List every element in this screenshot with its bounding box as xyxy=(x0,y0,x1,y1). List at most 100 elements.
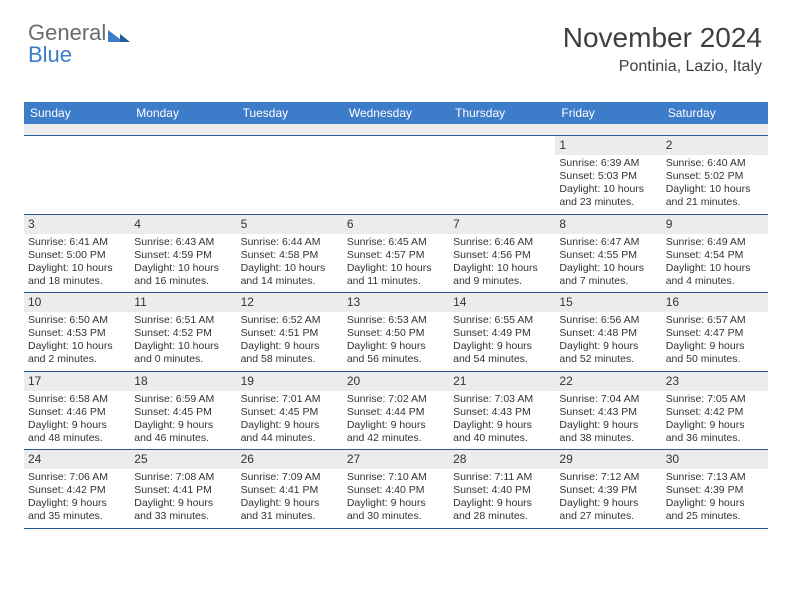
daylight-text: Daylight: 9 hours and 38 minutes. xyxy=(559,419,657,445)
daylight-text: Daylight: 10 hours and 2 minutes. xyxy=(28,340,126,366)
calendar-cell: 1Sunrise: 6:39 AMSunset: 5:03 PMDaylight… xyxy=(555,136,661,214)
calendar-cell: 14Sunrise: 6:55 AMSunset: 4:49 PMDayligh… xyxy=(449,293,555,371)
day-number: 27 xyxy=(343,450,449,469)
sunrise-text: Sunrise: 6:41 AM xyxy=(28,236,126,249)
calendar-cell xyxy=(24,136,130,214)
daylight-text: Daylight: 10 hours and 7 minutes. xyxy=(559,262,657,288)
sunset-text: Sunset: 4:59 PM xyxy=(134,249,232,262)
dow-wednesday: Wednesday xyxy=(343,102,449,124)
logo-sail2-icon xyxy=(120,34,130,42)
sunrise-text: Sunrise: 6:39 AM xyxy=(559,157,657,170)
calendar-cell: 5Sunrise: 6:44 AMSunset: 4:58 PMDaylight… xyxy=(237,215,343,293)
sunrise-text: Sunrise: 6:49 AM xyxy=(666,236,764,249)
day-number: 6 xyxy=(343,215,449,234)
day-number: 4 xyxy=(130,215,236,234)
calendar-cell xyxy=(449,136,555,214)
location-text: Pontinia, Lazio, Italy xyxy=(563,58,762,76)
daylight-text: Daylight: 9 hours and 58 minutes. xyxy=(241,340,339,366)
day-number: 20 xyxy=(343,372,449,391)
calendar-cell: 30Sunrise: 7:13 AMSunset: 4:39 PMDayligh… xyxy=(662,450,768,528)
day-number: 30 xyxy=(662,450,768,469)
sunset-text: Sunset: 4:43 PM xyxy=(453,406,551,419)
calendar-cell xyxy=(130,136,236,214)
calendar-cell: 12Sunrise: 6:52 AMSunset: 4:51 PMDayligh… xyxy=(237,293,343,371)
day-number: 21 xyxy=(449,372,555,391)
dow-sunday: Sunday xyxy=(24,102,130,124)
calendar-cell: 21 Sunrise: 7:03 AMSunset: 4:43 PMDayligh… xyxy=(449,372,555,450)
daylight-text: Daylight: 9 hours and 50 minutes. xyxy=(666,340,764,366)
dow-tuesday: Tuesday xyxy=(237,102,343,124)
sunset-text: Sunset: 4:43 PM xyxy=(559,406,657,419)
daylight-text: Daylight: 9 hours and 56 minutes. xyxy=(347,340,445,366)
sunset-text: Sunset: 4:58 PM xyxy=(241,249,339,262)
daylight-text: Daylight: 9 hours and 52 minutes. xyxy=(559,340,657,366)
sunset-text: Sunset: 4:39 PM xyxy=(666,484,764,497)
sunset-text: Sunset: 4:40 PM xyxy=(347,484,445,497)
sunrise-text: Sunrise: 7:02 AM xyxy=(347,393,445,406)
day-number: 18 xyxy=(130,372,236,391)
dow-monday: Monday xyxy=(130,102,236,124)
sunset-text: Sunset: 4:41 PM xyxy=(134,484,232,497)
calendar-cell: 8Sunrise: 6:47 AMSunset: 4:55 PMDaylight… xyxy=(555,215,661,293)
sunrise-text: Sunrise: 6:51 AM xyxy=(134,314,232,327)
sunset-text: Sunset: 4:46 PM xyxy=(28,406,126,419)
daylight-text: Daylight: 9 hours and 40 minutes. xyxy=(453,419,551,445)
calendar-cell: 20Sunrise: 7:02 AMSunset: 4:44 PMDayligh… xyxy=(343,372,449,450)
day-number: 26 xyxy=(237,450,343,469)
sunset-text: Sunset: 5:03 PM xyxy=(559,170,657,183)
calendar-cell: 10Sunrise: 6:50 AMSunset: 4:53 PMDayligh… xyxy=(24,293,130,371)
calendar-cell: 17Sunrise: 6:58 AMSunset: 4:46 PMDayligh… xyxy=(24,372,130,450)
calendar-cell: 27Sunrise: 7:10 AMSunset: 4:40 PMDayligh… xyxy=(343,450,449,528)
calendar-cell: 24Sunrise: 7:06 AMSunset: 4:42 PMDayligh… xyxy=(24,450,130,528)
day-number: 1 xyxy=(555,136,661,155)
sunrise-text: Sunrise: 6:44 AM xyxy=(241,236,339,249)
day-number: 16 xyxy=(662,293,768,312)
day-number: 23 xyxy=(662,372,768,391)
sunrise-text: Sunrise: 7:08 AM xyxy=(134,471,232,484)
sunrise-text: Sunrise: 7:06 AM xyxy=(28,471,126,484)
calendar-cell xyxy=(343,136,449,214)
sunrise-text: Sunrise: 6:45 AM xyxy=(347,236,445,249)
sunset-text: Sunset: 4:56 PM xyxy=(453,249,551,262)
logo-line2: Blue xyxy=(28,42,72,68)
dow-friday: Friday xyxy=(555,102,661,124)
calendar-cell: 16Sunrise: 6:57 AMSunset: 4:47 PMDayligh… xyxy=(662,293,768,371)
sunset-text: Sunset: 5:00 PM xyxy=(28,249,126,262)
sunrise-text: Sunrise: 7:09 AM xyxy=(241,471,339,484)
calendar-cell: 7Sunrise: 6:46 AMSunset: 4:56 PMDaylight… xyxy=(449,215,555,293)
daylight-text: Daylight: 9 hours and 31 minutes. xyxy=(241,497,339,523)
daylight-text: Daylight: 9 hours and 54 minutes. xyxy=(453,340,551,366)
day-number: 17 xyxy=(24,372,130,391)
day-number: 24 xyxy=(24,450,130,469)
daylight-text: Daylight: 9 hours and 27 minutes. xyxy=(559,497,657,523)
sunset-text: Sunset: 4:47 PM xyxy=(666,327,764,340)
day-number: 25 xyxy=(130,450,236,469)
calendar-cell: 9Sunrise: 6:49 AMSunset: 4:54 PMDaylight… xyxy=(662,215,768,293)
sunrise-text: Sunrise: 6:43 AM xyxy=(134,236,232,249)
header: November 2024 Pontinia, Lazio, Italy xyxy=(563,22,762,76)
daylight-text: Daylight: 10 hours and 14 minutes. xyxy=(241,262,339,288)
daylight-text: Daylight: 9 hours and 33 minutes. xyxy=(134,497,232,523)
sunset-text: Sunset: 4:57 PM xyxy=(347,249,445,262)
day-number: 22 xyxy=(555,372,661,391)
daylight-text: Daylight: 9 hours and 48 minutes. xyxy=(28,419,126,445)
day-number: 15 xyxy=(555,293,661,312)
calendar-week: 3Sunrise: 6:41 AMSunset: 5:00 PMDaylight… xyxy=(24,215,768,294)
day-number: 2 xyxy=(662,136,768,155)
calendar-week: 24Sunrise: 7:06 AMSunset: 4:42 PMDayligh… xyxy=(24,450,768,529)
logo-text-2: Blue xyxy=(28,42,72,68)
daylight-text: Daylight: 9 hours and 36 minutes. xyxy=(666,419,764,445)
daylight-text: Daylight: 10 hours and 21 minutes. xyxy=(666,183,764,209)
sunrise-text: Sunrise: 7:01 AM xyxy=(241,393,339,406)
day-number: 11 xyxy=(130,293,236,312)
sunrise-text: Sunrise: 6:46 AM xyxy=(453,236,551,249)
daylight-text: Daylight: 9 hours and 25 minutes. xyxy=(666,497,764,523)
sunrise-text: Sunrise: 7:05 AM xyxy=(666,393,764,406)
day-number: 29 xyxy=(555,450,661,469)
sunrise-text: Sunrise: 7:03 AM xyxy=(453,393,551,406)
sunset-text: Sunset: 5:02 PM xyxy=(666,170,764,183)
daylight-text: Daylight: 10 hours and 0 minutes. xyxy=(134,340,232,366)
dow-saturday: Saturday xyxy=(662,102,768,124)
sunset-text: Sunset: 4:48 PM xyxy=(559,327,657,340)
daylight-text: Daylight: 9 hours and 44 minutes. xyxy=(241,419,339,445)
